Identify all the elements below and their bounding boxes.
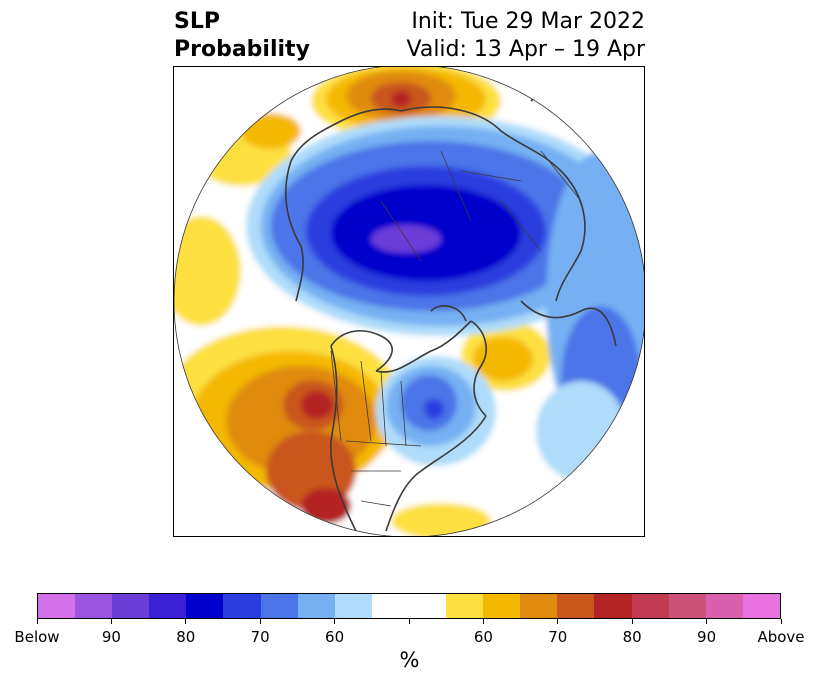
colorbar-tickmark xyxy=(110,619,112,624)
valid-range: Valid: 13 Apr – 19 Apr xyxy=(406,37,646,62)
colorbar-segment xyxy=(371,594,409,618)
anomaly-above-80-north xyxy=(391,91,411,107)
colorbar-segment xyxy=(149,594,187,618)
colorbar-tickmark xyxy=(36,619,38,624)
borders xyxy=(330,120,622,507)
anomaly-above-65-atlantic xyxy=(473,337,533,381)
polar-map xyxy=(173,66,645,537)
colorbar-tick-label: Below xyxy=(14,628,60,646)
colorbar-tick-label: Above xyxy=(757,628,805,646)
colorbar-tickmark xyxy=(780,619,782,624)
colorbar-segment xyxy=(186,594,224,618)
colorbar-tickmark xyxy=(408,619,410,624)
colorbar-tick-label: 80 xyxy=(176,628,196,646)
init-date: Init: Tue 29 Mar 2022 xyxy=(411,9,645,34)
colorbar-tickmark xyxy=(631,619,633,624)
colorbar-segment xyxy=(557,594,595,618)
colorbar xyxy=(37,593,781,619)
colorbar-tick-label: 60 xyxy=(473,628,493,646)
title-type: Probability xyxy=(174,37,310,62)
colorbar-segment xyxy=(705,594,743,618)
probability-map-svg xyxy=(174,67,644,536)
colorbar-tickmark xyxy=(334,619,336,624)
colorbar-unit-label: % xyxy=(399,648,420,672)
colorbar-tickmark xyxy=(557,619,559,624)
anomaly-below-75-na xyxy=(424,399,444,419)
coastlines xyxy=(285,84,617,532)
forecast-info: Init: Tue 29 Mar 2022 Valid: 13 Apr – 19… xyxy=(407,8,646,64)
colorbar-segment xyxy=(112,594,150,618)
colorbar-segment xyxy=(594,594,632,618)
colorbar-tick-label: 70 xyxy=(548,628,568,646)
colorbar-segment xyxy=(38,594,76,618)
colorbar-segment xyxy=(631,594,669,618)
colorbar-segment xyxy=(483,594,521,618)
colorbar-tick-label: 90 xyxy=(697,628,717,646)
anomaly-above-80b xyxy=(301,488,351,524)
colorbar-tick-label: 90 xyxy=(101,628,121,646)
colorbar-tick-label: 60 xyxy=(325,628,345,646)
colorbar-segment xyxy=(408,594,447,618)
colorbar-tickmark xyxy=(706,619,708,624)
anomaly-above-80 xyxy=(301,391,333,419)
colorbar-segment xyxy=(446,594,484,618)
colorbar-segment xyxy=(742,594,780,618)
colorbar-segment xyxy=(520,594,558,618)
map-title: SLP Probability xyxy=(174,8,310,64)
colorbar-segment xyxy=(297,594,335,618)
colorbar-tickmark xyxy=(185,619,187,624)
anomaly-below-60-east xyxy=(536,381,626,481)
colorbar-tick-label: 80 xyxy=(622,628,642,646)
colorbar-segment xyxy=(75,594,113,618)
colorbar-segment xyxy=(668,594,706,618)
colorbar-tickmark xyxy=(259,619,261,624)
colorbar-tickmark xyxy=(482,619,484,624)
colorbar-segment xyxy=(260,594,298,618)
title-variable: SLP xyxy=(174,9,220,34)
colorbar-segment xyxy=(223,594,261,618)
colorbar-tick-label: 70 xyxy=(250,628,270,646)
anomaly-above-65-nw xyxy=(241,113,301,149)
colorbar-segment xyxy=(334,594,372,618)
